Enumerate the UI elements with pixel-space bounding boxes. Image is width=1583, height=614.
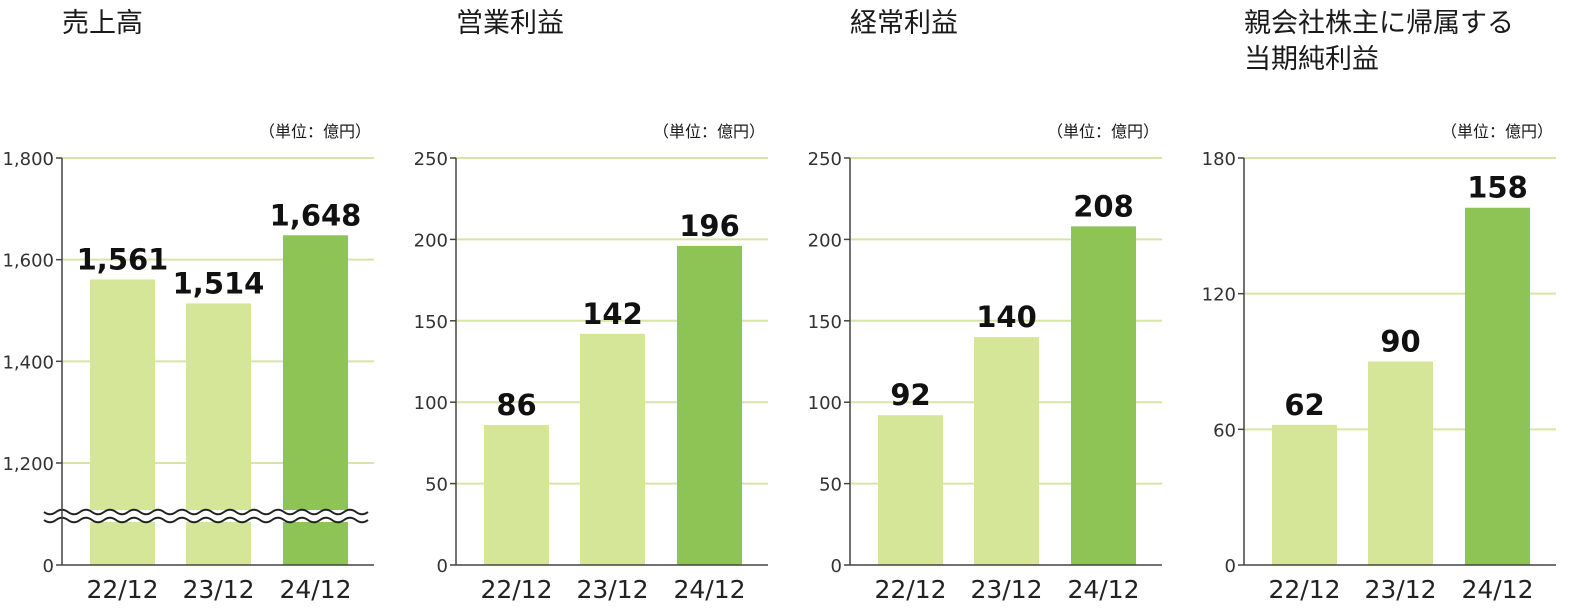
- data-label: 1,648: [270, 198, 362, 232]
- data-label: 142: [582, 297, 643, 331]
- bar-23/12: [1368, 361, 1433, 565]
- chart-title: 経常利益: [850, 8, 958, 39]
- chart-plot: 0 1,200 1,400 1,600 1,800 1,561 22/12 1,514 23/1…: [2, 149, 374, 604]
- y-tick-label: 0: [43, 556, 54, 577]
- bar-22/12: [1272, 424, 1337, 565]
- data-label: 1,561: [77, 242, 169, 276]
- y-tick-label: 50: [819, 475, 842, 496]
- chart-title: 親会社株主に帰属する 当期純利益: [1244, 8, 1514, 75]
- chart-panel-ordinary-income: 経常利益 （単位：億円） 0 50 100 150 200 250 92 22/12 140 23…: [788, 0, 1183, 614]
- axis-break-wave-upper: [43, 508, 369, 516]
- data-label: 208: [1073, 189, 1134, 223]
- data-label: 90: [1380, 325, 1420, 359]
- unit-label: （単位：億円）: [258, 122, 371, 141]
- y-tick-label: 0: [1225, 556, 1236, 577]
- y-tick-label: 150: [808, 312, 842, 333]
- chart-plot: 0 50 100 150 200 250 92 22/12 140 23/12 208 24/12: [808, 149, 1162, 604]
- data-label: 86: [496, 388, 536, 422]
- y-tick-label: 0: [437, 556, 448, 577]
- chart-title: 売上高: [62, 8, 143, 39]
- y-tick-label: 100: [414, 393, 448, 414]
- unit-label: （単位：億円）: [652, 122, 765, 141]
- y-tick-label: 1,400: [2, 352, 54, 373]
- y-tick-label: 50: [425, 475, 448, 496]
- x-category-label: 23/12: [576, 575, 648, 604]
- chart-plot: 0 50 100 150 200 250 86 22/12 142 23/12 196 24/12: [414, 149, 768, 604]
- chart-panel-operating-income: 営業利益 （単位：億円） 0 50 100 150 200 250 86 22/12 142 23…: [394, 0, 789, 614]
- bar-23/12: [580, 333, 645, 565]
- y-tick-label: 150: [414, 312, 448, 333]
- bar-23/12: [974, 337, 1039, 565]
- x-category-label: 24/12: [673, 575, 745, 604]
- x-category-label: 22/12: [86, 575, 158, 604]
- data-label: 140: [976, 300, 1037, 334]
- data-label: 158: [1467, 171, 1528, 205]
- bar-22/12: [878, 415, 943, 565]
- y-tick-label: 0: [831, 556, 842, 577]
- x-category-label: 24/12: [1461, 575, 1533, 604]
- x-category-label: 22/12: [480, 575, 552, 604]
- bar-24/12: [677, 245, 742, 566]
- unit-label: （単位：億円）: [1440, 122, 1553, 141]
- x-category-label: 24/12: [1067, 575, 1139, 604]
- x-category-label: 23/12: [970, 575, 1042, 604]
- data-label: 62: [1284, 388, 1324, 422]
- y-tick-label: 1,600: [2, 251, 54, 272]
- chart-panel-sales: 売上高 （単位：億円） 0 1,200 1,400 1,600 1,800 1,561 22…: [0, 0, 395, 614]
- bar-22/12: [484, 424, 549, 565]
- axis-break-wave-lower: [43, 516, 369, 524]
- y-tick-label: 250: [808, 149, 842, 170]
- y-tick-label: 100: [808, 393, 842, 414]
- bar-24/12: [1071, 226, 1136, 565]
- y-tick-label: 200: [808, 230, 842, 251]
- x-category-label: 22/12: [1268, 575, 1340, 604]
- y-tick-label: 250: [414, 149, 448, 170]
- bar-24/12: [1465, 207, 1530, 565]
- chart-title: 営業利益: [456, 8, 564, 39]
- data-label: 92: [890, 378, 930, 412]
- x-category-label: 24/12: [279, 575, 351, 604]
- y-tick-label: 60: [1213, 420, 1236, 441]
- y-tick-label: 120: [1202, 285, 1236, 306]
- data-label: 196: [679, 209, 740, 243]
- chart-plot: 0 60 120 180 62 22/12 90 23/12 158 24/12: [1202, 149, 1556, 604]
- x-category-label: 23/12: [1364, 575, 1436, 604]
- x-category-label: 22/12: [874, 575, 946, 604]
- y-tick-label: 180: [1202, 149, 1236, 170]
- data-label: 1,514: [173, 266, 265, 300]
- y-tick-label: 200: [414, 230, 448, 251]
- x-category-label: 23/12: [182, 575, 254, 604]
- y-tick-label: 1,800: [2, 149, 54, 170]
- chart-panel-net-income: 親会社株主に帰属する 当期純利益 （単位：億円） 0 60 120 180 62 22/1…: [1182, 0, 1577, 614]
- bar-23/12: [186, 303, 251, 565]
- y-tick-label: 1,200: [2, 454, 54, 475]
- unit-label: （単位：億円）: [1046, 122, 1159, 141]
